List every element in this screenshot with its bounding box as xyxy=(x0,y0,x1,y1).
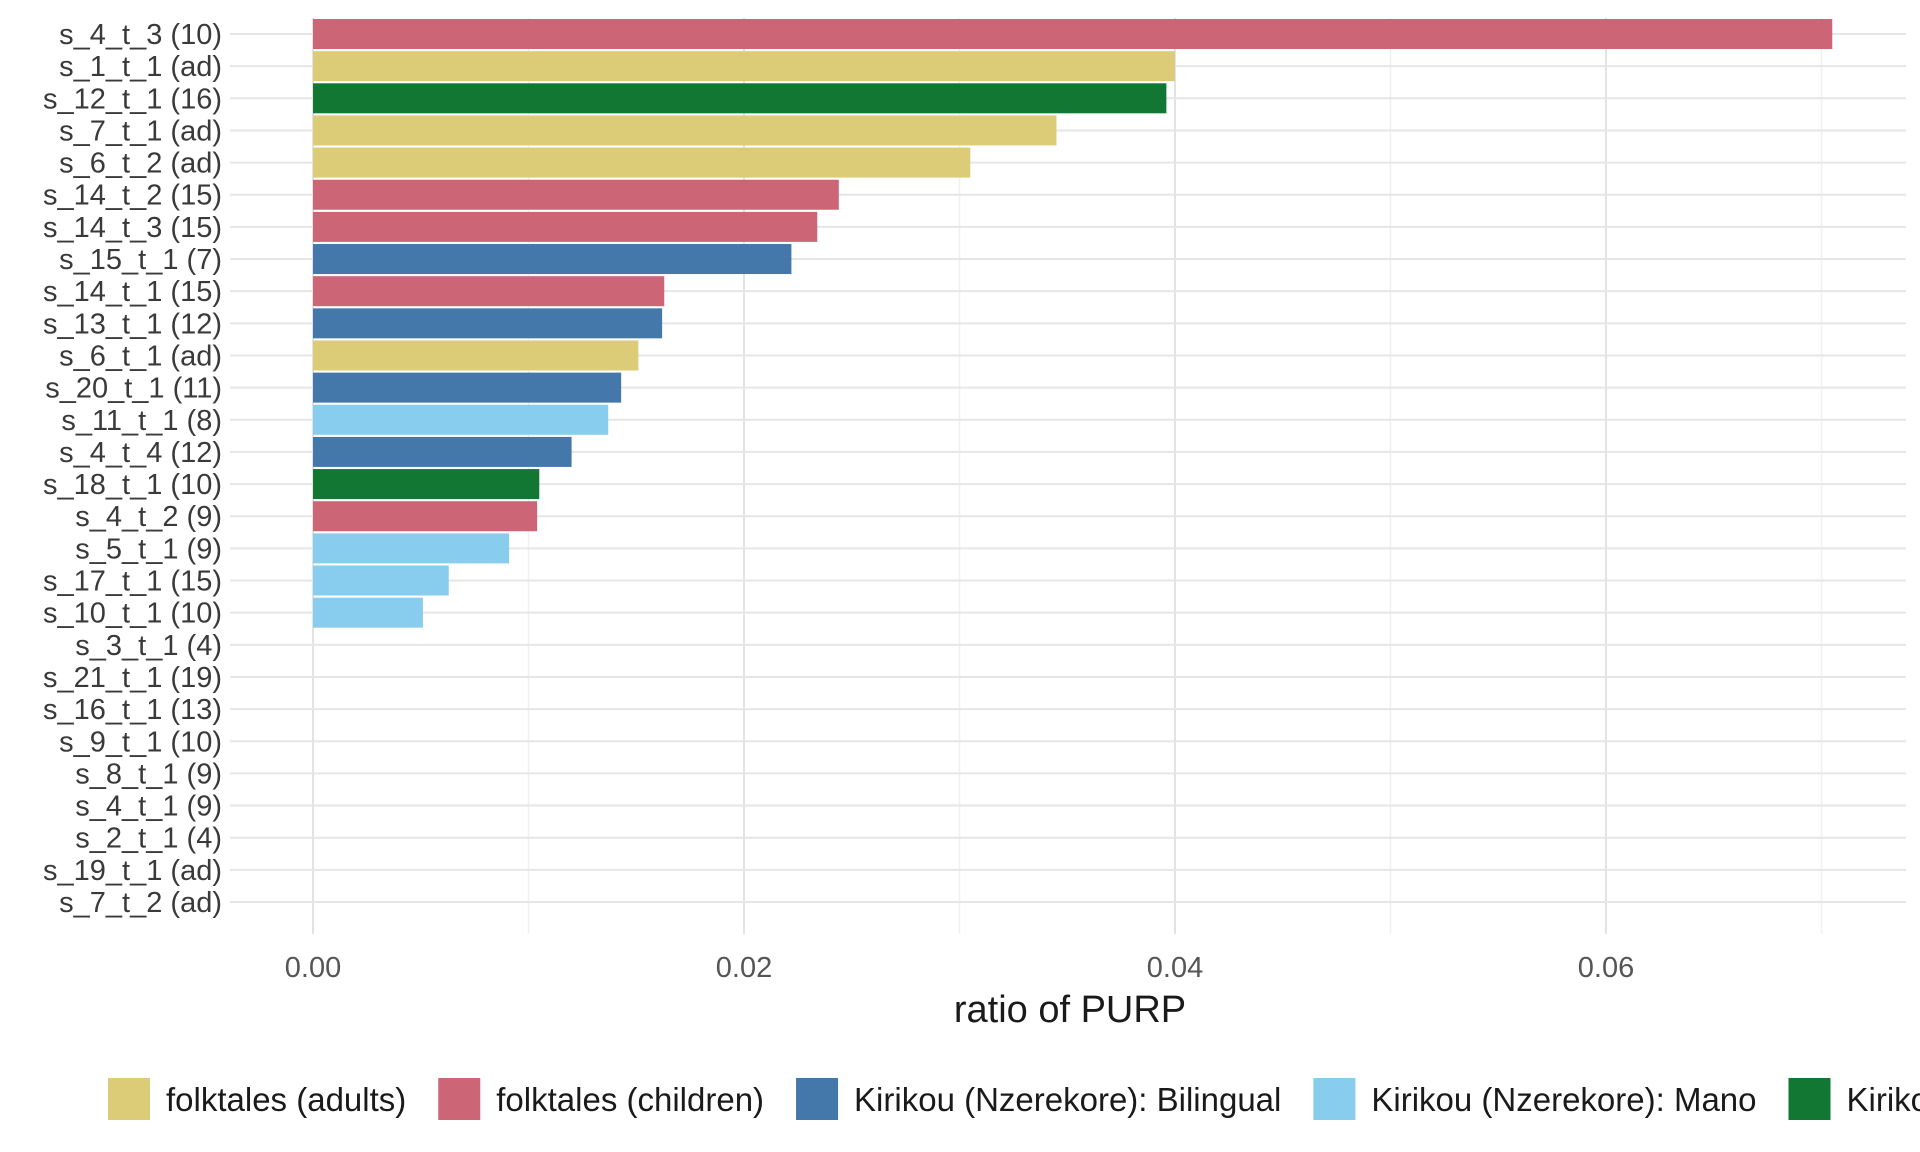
bar xyxy=(313,83,1167,114)
bar xyxy=(313,372,622,403)
x-tick-label: 0.06 xyxy=(1578,952,1634,984)
x-tick-label: 0.00 xyxy=(285,952,341,984)
category-label: s_4_t_2 (9) xyxy=(75,501,222,533)
category-label: s_4_t_4 (12) xyxy=(59,437,222,469)
category-label: s_20_t_1 (11) xyxy=(45,373,222,405)
category-label: s_4_t_1 (9) xyxy=(75,791,222,823)
category-label: s_9_t_1 (10) xyxy=(59,726,222,758)
legend-swatch xyxy=(1788,1078,1831,1120)
category-label: s_16_t_1 (13) xyxy=(43,694,222,726)
bar xyxy=(313,308,663,339)
legend-label: folktales (children) xyxy=(496,1081,764,1118)
category-label: s_2_t_1 (4) xyxy=(75,823,222,855)
bar xyxy=(313,469,540,500)
bar xyxy=(313,565,449,596)
category-label: s_7_t_2 (ad) xyxy=(59,887,222,919)
legend-swatch xyxy=(438,1078,481,1120)
category-label: s_7_t_1 (ad) xyxy=(59,115,222,147)
category-label: s_1_t_1 (ad) xyxy=(59,51,222,83)
category-label: s_11_t_1 (8) xyxy=(61,405,222,437)
bar xyxy=(313,51,1175,82)
bar xyxy=(313,436,572,467)
bar xyxy=(313,115,1057,146)
bar xyxy=(313,501,538,532)
bar xyxy=(313,179,839,210)
category-label: s_17_t_1 (15) xyxy=(43,566,222,598)
legend-swatch xyxy=(108,1078,150,1120)
x-tick-label: 0.02 xyxy=(716,952,772,984)
legend-swatch xyxy=(796,1078,839,1120)
bars xyxy=(313,19,1833,628)
category-label: s_14_t_1 (15) xyxy=(43,276,222,308)
category-label: s_3_t_1 (4) xyxy=(75,630,222,662)
category-label: s_10_t_1 (10) xyxy=(43,598,222,630)
bar xyxy=(313,211,818,242)
category-label: s_6_t_2 (ad) xyxy=(59,148,222,180)
bar xyxy=(313,147,971,178)
category-label: s_18_t_1 (10) xyxy=(43,469,222,501)
bar xyxy=(313,597,423,628)
category-label: s_5_t_1 (9) xyxy=(75,533,222,565)
category-label: s_12_t_1 (16) xyxy=(43,83,222,115)
legend-swatch xyxy=(1313,1078,1356,1120)
bar xyxy=(313,533,510,564)
category-label: s_14_t_3 (15) xyxy=(43,212,222,244)
category-label: s_6_t_1 (ad) xyxy=(59,340,222,372)
bar xyxy=(313,404,609,435)
x-tick-label: 0.04 xyxy=(1147,952,1203,984)
x-axis-ticks: 0.00 0.02 0.04 0.06 xyxy=(285,952,1634,984)
category-label: s_8_t_1 (9) xyxy=(75,758,222,790)
legend-label: Kirikou (Nzerekore): Mano xyxy=(1371,1081,1756,1118)
bar xyxy=(313,244,792,275)
bar xyxy=(313,276,665,307)
legend: folktales (adults) folktales (children) Ki… xyxy=(108,1078,1920,1120)
x-axis-title: ratio of PURP xyxy=(954,989,1186,1031)
category-label: s_15_t_1 (7) xyxy=(59,244,222,276)
category-label: s_13_t_1 (12) xyxy=(43,308,222,340)
category-label: s_4_t_3 (10) xyxy=(59,19,222,51)
legend-label: folktales (adults) xyxy=(166,1081,406,1118)
legend-label: Kirikou (Nzerekore): Bilingual xyxy=(854,1081,1281,1118)
bar xyxy=(313,19,1833,49)
category-label: s_19_t_1 (ad) xyxy=(43,855,222,887)
legend-label: Kirikou xyxy=(1847,1081,1920,1118)
bar xyxy=(313,340,639,371)
category-label: s_14_t_2 (15) xyxy=(43,180,222,212)
category-label: s_21_t_1 (19) xyxy=(43,662,222,694)
category-labels: s_4_t_3 (10)s_1_t_1 (ad)s_12_t_1 (16)s_7… xyxy=(43,19,222,919)
